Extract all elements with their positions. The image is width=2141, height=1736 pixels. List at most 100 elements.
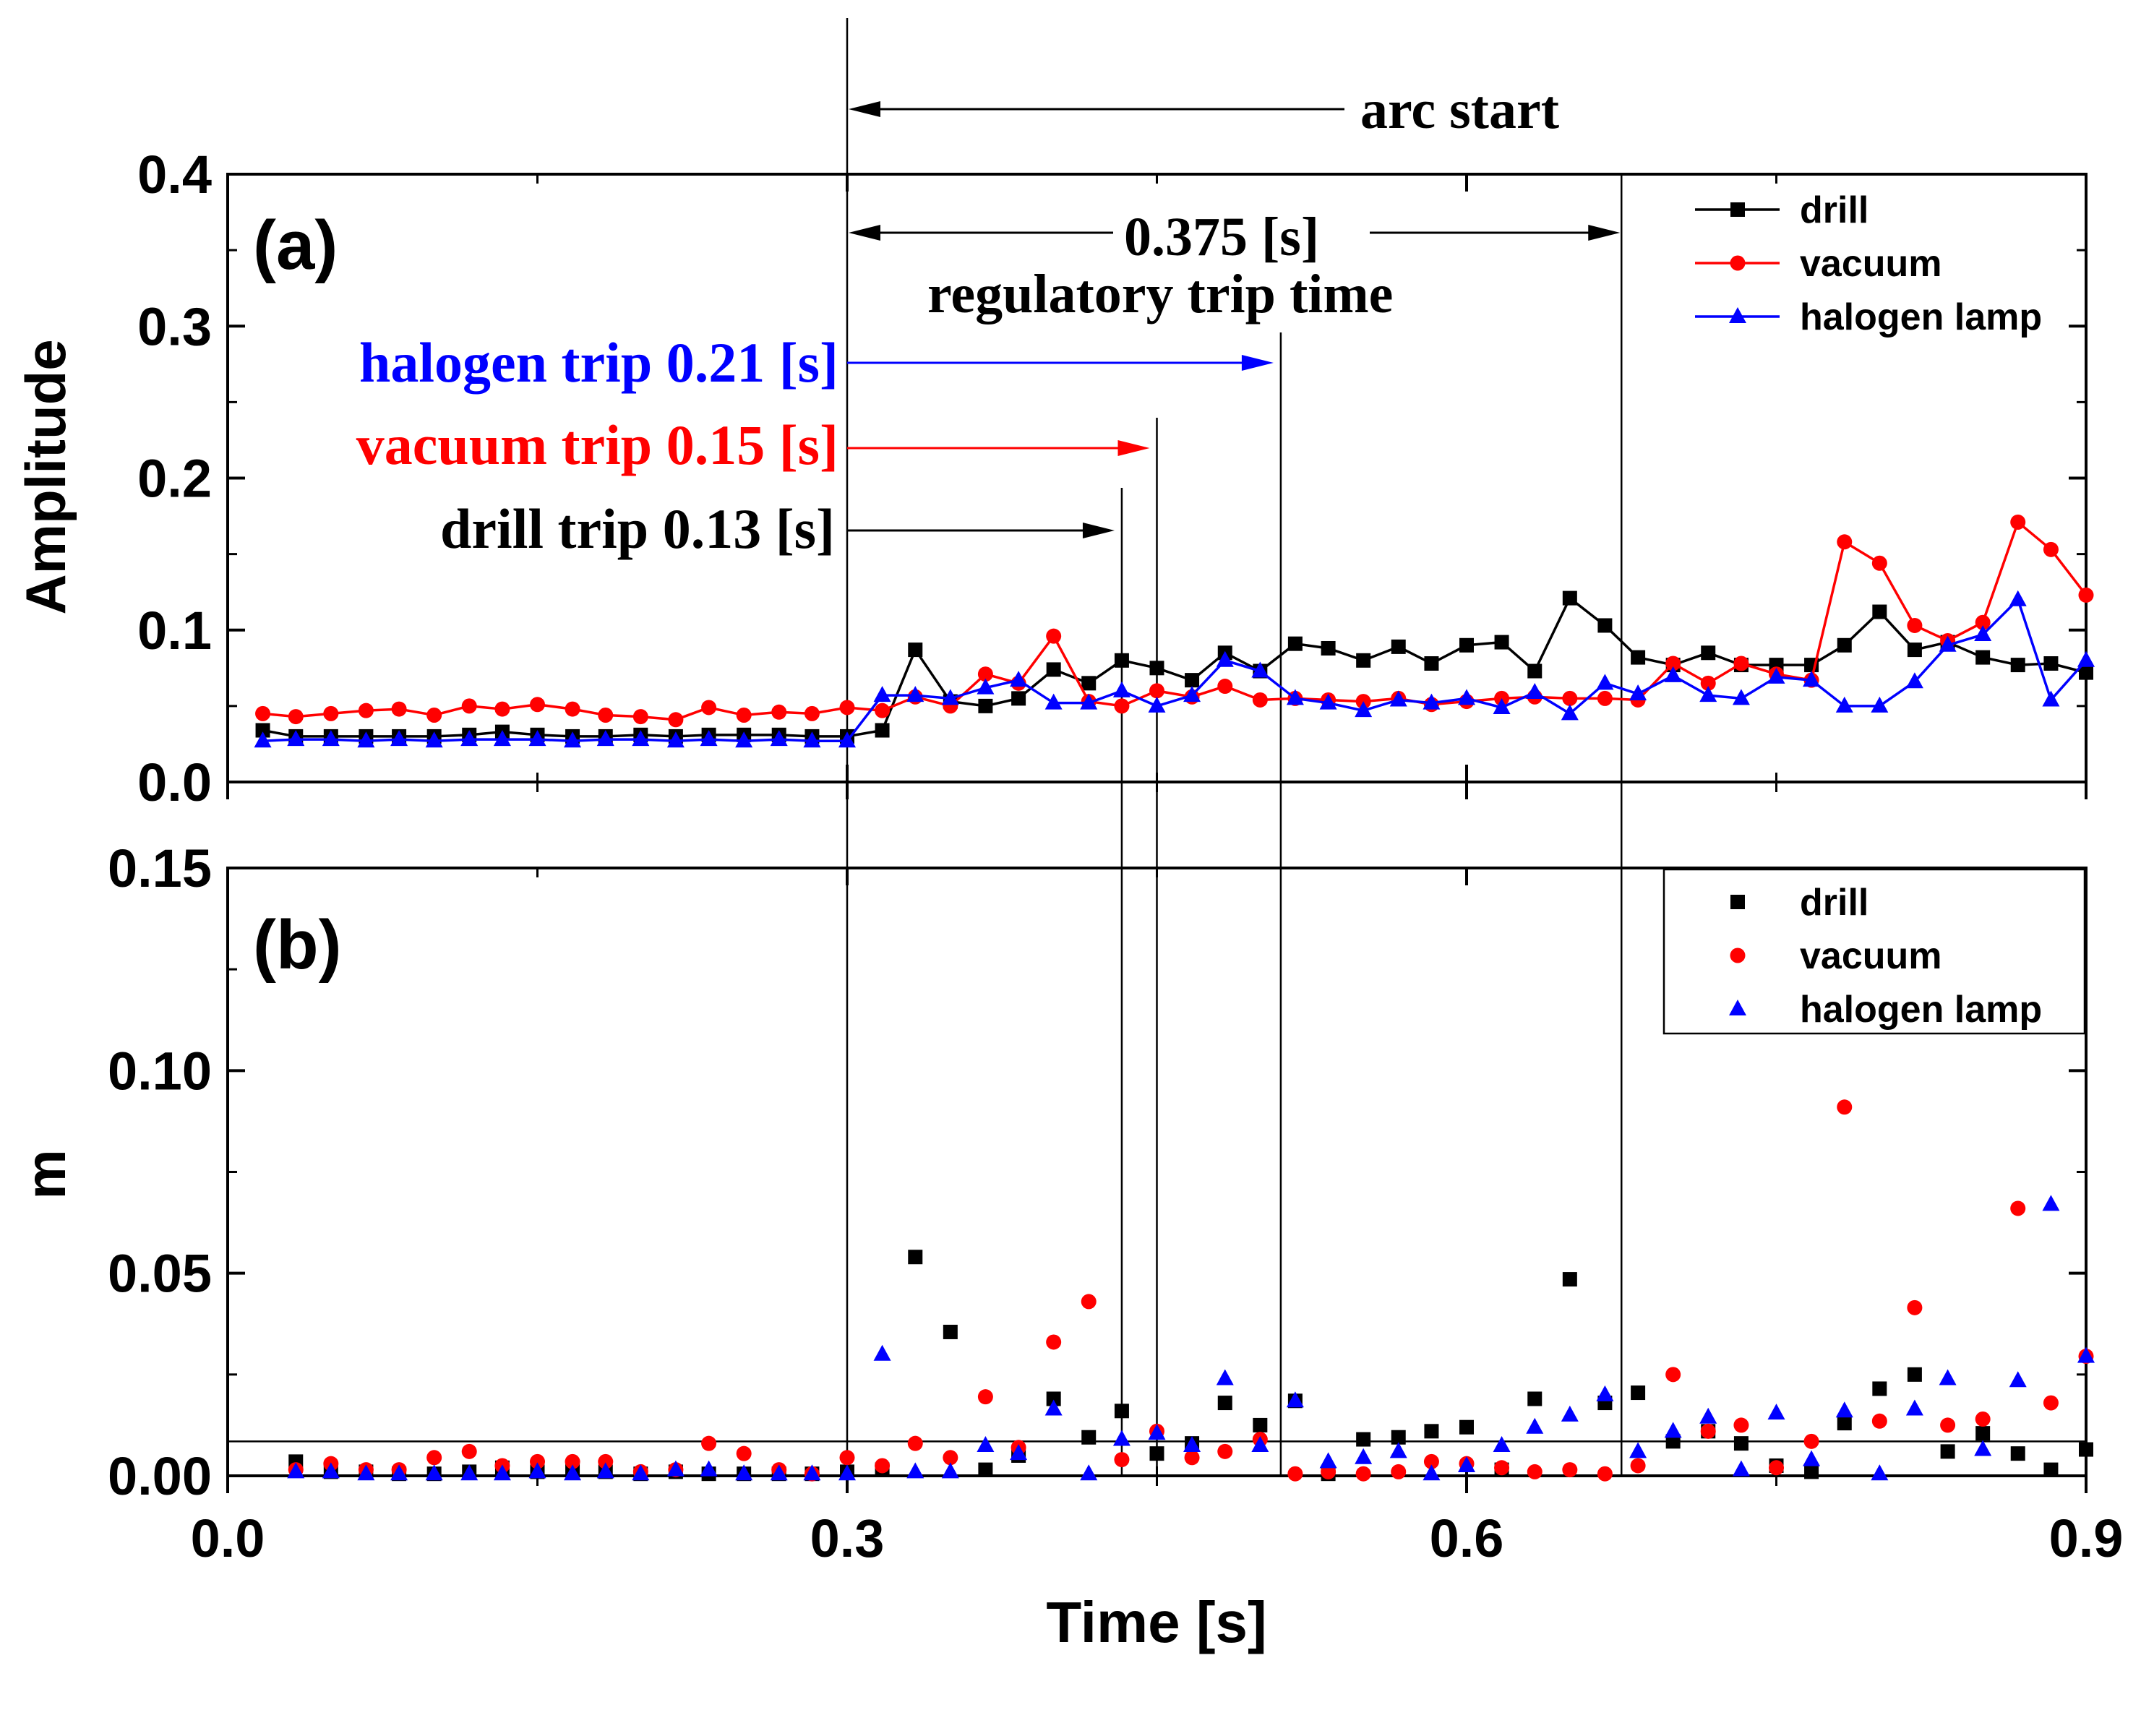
- data-point: [322, 730, 340, 747]
- data-point: [1114, 653, 1129, 668]
- data-point: [1527, 1391, 1543, 1406]
- legend-marker: [1730, 895, 1745, 909]
- data-point: [977, 678, 995, 695]
- data-point: [1148, 696, 1166, 713]
- data-point: [357, 731, 375, 748]
- data-point: [565, 701, 580, 717]
- data-point: [1458, 689, 1475, 705]
- data-point: [287, 1462, 305, 1479]
- data-point: [2010, 514, 2026, 530]
- data-point: [460, 730, 479, 747]
- data-point: [1081, 676, 1097, 691]
- data-point: [1871, 696, 1889, 713]
- data-point: [1803, 671, 1821, 687]
- data-point: [2042, 690, 2060, 707]
- data-point: [1975, 1426, 1991, 1441]
- data-point: [1112, 681, 1130, 697]
- data-point: [1733, 1436, 1749, 1451]
- data-point: [1391, 1430, 1406, 1445]
- data-point: [1114, 698, 1130, 714]
- panel-b-legend: drill vacuum halogen lamp: [1662, 868, 2086, 1035]
- data-point: [1975, 650, 1991, 665]
- data-point: [1835, 1401, 1853, 1418]
- data-point: [1081, 1294, 1097, 1310]
- data-point: [1149, 661, 1164, 676]
- data-point: [1184, 1450, 1200, 1466]
- halogen-trip-label: halogen trip 0.21 [s]: [359, 331, 838, 394]
- legend-marker: [1730, 255, 1746, 271]
- data-point: [565, 1453, 580, 1469]
- data-point: [391, 701, 407, 717]
- panel-a-ylabel: Amplitude: [14, 339, 77, 614]
- data-point: [770, 730, 788, 747]
- data-point: [906, 1462, 924, 1479]
- data-point: [1046, 1391, 1061, 1406]
- data-point: [941, 689, 959, 705]
- data-point: [736, 707, 752, 723]
- data-point: [2009, 590, 2027, 606]
- y-tick-label: 0.0: [137, 752, 212, 812]
- data-point: [1562, 1272, 1577, 1287]
- data-point: [598, 1453, 614, 1469]
- data-point: [1046, 1334, 1062, 1350]
- data-point: [1044, 693, 1063, 710]
- data-point: [1837, 1099, 1853, 1115]
- data-point: [1010, 671, 1028, 687]
- data-point: [528, 730, 546, 747]
- x-tick-label: 0.6: [1430, 1508, 1504, 1568]
- x-tick-label: 0.9: [2049, 1508, 2124, 1568]
- panel-b-axes: 0.00 0.05 0.10 0.15 0.0 0.3 0.6 0.9: [108, 838, 2123, 1568]
- data-point: [839, 700, 855, 716]
- data-point: [1562, 590, 1577, 606]
- data-point: [1459, 1419, 1474, 1435]
- data-point: [1494, 635, 1509, 650]
- data-point: [1562, 1462, 1578, 1478]
- data-point: [598, 707, 614, 723]
- legend-label: halogen lamp: [1800, 296, 2042, 338]
- data-point: [735, 731, 753, 748]
- data-point: [839, 1450, 855, 1466]
- data-point: [322, 1462, 340, 1479]
- data-point: [426, 1450, 442, 1466]
- data-point: [1561, 704, 1579, 721]
- data-point: [2010, 658, 2025, 673]
- panel-b-xlabel: Time [s]: [1046, 1590, 1266, 1654]
- data-point: [1149, 1446, 1164, 1461]
- data-point: [1629, 1442, 1647, 1458]
- data-point: [908, 643, 923, 658]
- data-point: [977, 1435, 995, 1452]
- y-tick-label: 0.2: [137, 449, 212, 509]
- data-point: [1803, 1450, 1821, 1466]
- data-point: [700, 1460, 718, 1477]
- data-point: [1732, 1460, 1750, 1477]
- data-point: [1733, 656, 1749, 671]
- data-point: [1804, 1464, 1819, 1479]
- data-point: [1286, 689, 1304, 705]
- data-point: [838, 731, 856, 748]
- data-point: [1459, 637, 1474, 653]
- data-point: [977, 1389, 993, 1405]
- data-point: [1493, 1435, 1511, 1452]
- legend-label: halogen lamp: [1800, 989, 2042, 1031]
- data-point: [1905, 1399, 1923, 1416]
- data-point: [254, 731, 272, 748]
- data-point: [1183, 1435, 1201, 1452]
- data-point: [1044, 1399, 1063, 1416]
- data-point: [425, 731, 443, 748]
- vacuum-trip-arrow-head: [1117, 440, 1150, 456]
- data-point: [1148, 1424, 1166, 1440]
- data-point: [1112, 1430, 1130, 1446]
- drill-trip-arrow-head: [1082, 523, 1115, 538]
- data-point: [1907, 617, 1923, 633]
- data-point: [632, 1464, 650, 1481]
- data-point: [978, 1462, 993, 1477]
- data-point: [1974, 1440, 1992, 1456]
- data-point: [1665, 1434, 1681, 1449]
- data-point: [666, 1460, 685, 1477]
- data-point: [1389, 690, 1407, 707]
- legend-label: drill: [1800, 882, 1868, 924]
- regulatory-arrow-right-head: [1588, 225, 1621, 241]
- series-halogen-lamp: [254, 590, 2095, 748]
- y-tick-label: 0.3: [137, 296, 212, 356]
- data-point: [1767, 1404, 1785, 1420]
